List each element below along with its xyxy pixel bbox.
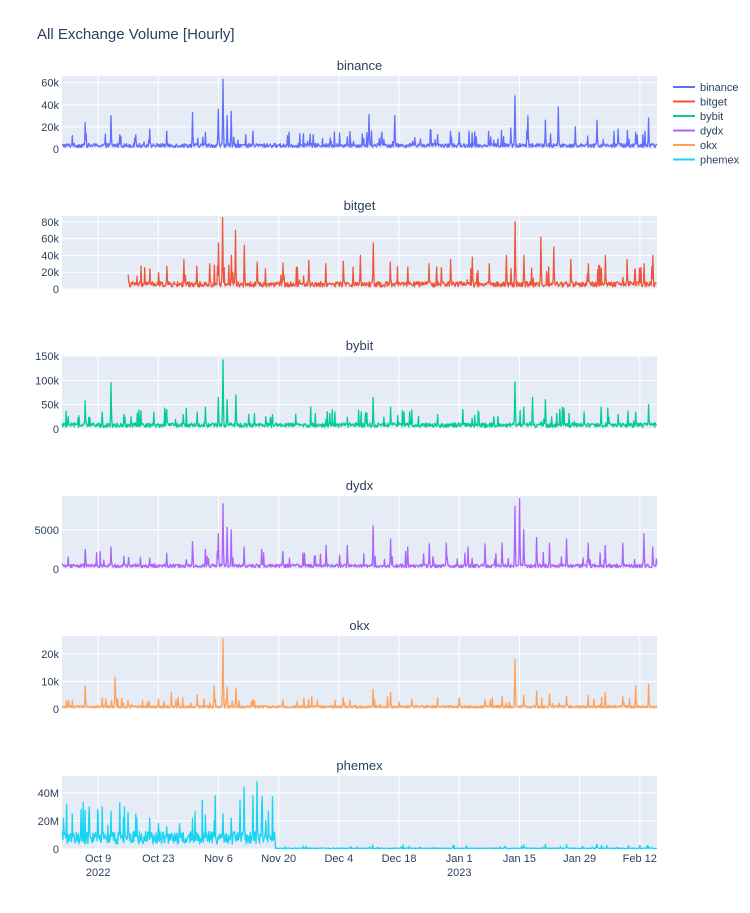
series-line-bitget [127,217,657,288]
x-tick-label: Feb 12 [623,853,657,865]
x-tick-year: 2022 [86,867,110,879]
legend-item-dydx[interactable]: dydx [673,126,724,138]
page-title: All Exchange Volume [Hourly] [37,26,235,43]
plot-background [62,776,657,849]
subplot-okx: 0 10k 20k okx [41,618,658,716]
y-tick-label: 0 [53,144,59,156]
y-tick-label: 5000 [35,525,59,537]
legend-label: phemex [700,155,740,167]
series-line-phemex [61,780,658,850]
y-tick-label: 40M [38,788,59,800]
y-tick-label: 20k [41,649,59,661]
x-tick-year: 2023 [447,867,471,879]
legend-item-phemex[interactable]: phemex [673,155,740,167]
y-tick-label: 0 [53,424,59,436]
y-tick-label: 100k [35,375,59,387]
y-tick-label: 50k [41,400,59,412]
y-tick-label: 60k [41,234,59,246]
y-tick-label: 80k [41,217,59,229]
legend-item-binance[interactable]: binance [673,82,739,94]
subplot-phemex: 0 20M 40M phemex [38,758,658,856]
y-tick-label: 0 [53,284,59,296]
series-line-bybit [61,359,658,428]
y-tick-label: 150k [35,351,59,363]
subplot-title: bitget [344,198,376,213]
y-tick-label: 60k [41,78,59,90]
subplot-title: binance [337,58,383,73]
x-tick-label: Oct 23 [142,853,174,865]
x-tick-label: Nov 6 [204,853,233,865]
subplot-title: dydx [346,478,374,493]
plot-background [62,636,657,709]
subplot-title: bybit [346,338,374,353]
subplot-binance: 0 20k 40k 60k binance [41,58,658,156]
subplot-bybit: 0 50k 100k 150k bybit [35,338,658,436]
x-tick-label: Nov 20 [261,853,296,865]
y-tick-label: 10k [41,676,59,688]
y-tick-label: 40k [41,250,59,262]
legend-label: dydx [700,126,724,138]
subplot-dydx: 0 5000 dydx [35,478,658,576]
x-tick-label: Oct 9 [85,853,111,865]
subplot-title: phemex [336,758,383,773]
legend-label: okx [700,140,718,152]
subplots: 0 20k 40k 60k binance 0 20k 40k 60k 80k bitget 0 50k… [35,58,658,856]
y-tick-label: 40k [41,100,59,112]
legend-label: bybit [700,111,723,123]
series-line-binance [61,78,658,149]
y-tick-label: 20M [38,816,59,828]
legend-item-okx[interactable]: okx [673,140,718,152]
x-tick-label: Jan 1 [446,853,473,865]
legend-item-bitget[interactable]: bitget [673,97,727,109]
y-tick-label: 20k [41,267,59,279]
x-tick-label: Jan 15 [503,853,536,865]
plot-background [62,496,657,569]
legend-label: binance [700,82,739,94]
x-axis: Oct 9 2022 Oct 23 Nov 6 Nov 20 Dec 4 Dec 18 Jan… [85,853,657,879]
legend-item-bybit[interactable]: bybit [673,111,723,123]
x-tick-label: Dec 4 [324,853,353,865]
y-tick-label: 0 [53,564,59,576]
y-tick-label: 20k [41,122,59,134]
subplot-bitget: 0 20k 40k 60k 80k bitget [41,198,657,296]
legend-label: bitget [700,97,727,109]
y-tick-label: 0 [53,844,59,856]
subplot-title: okx [349,618,370,633]
series-line-dydx [61,497,658,569]
y-tick-label: 0 [53,704,59,716]
x-tick-label: Jan 29 [563,853,596,865]
series-line-okx [61,638,658,709]
plot-background [62,76,657,149]
legend[interactable]: binance bitget bybit dydx okx phemex [673,82,740,167]
x-tick-label: Dec 18 [382,853,417,865]
